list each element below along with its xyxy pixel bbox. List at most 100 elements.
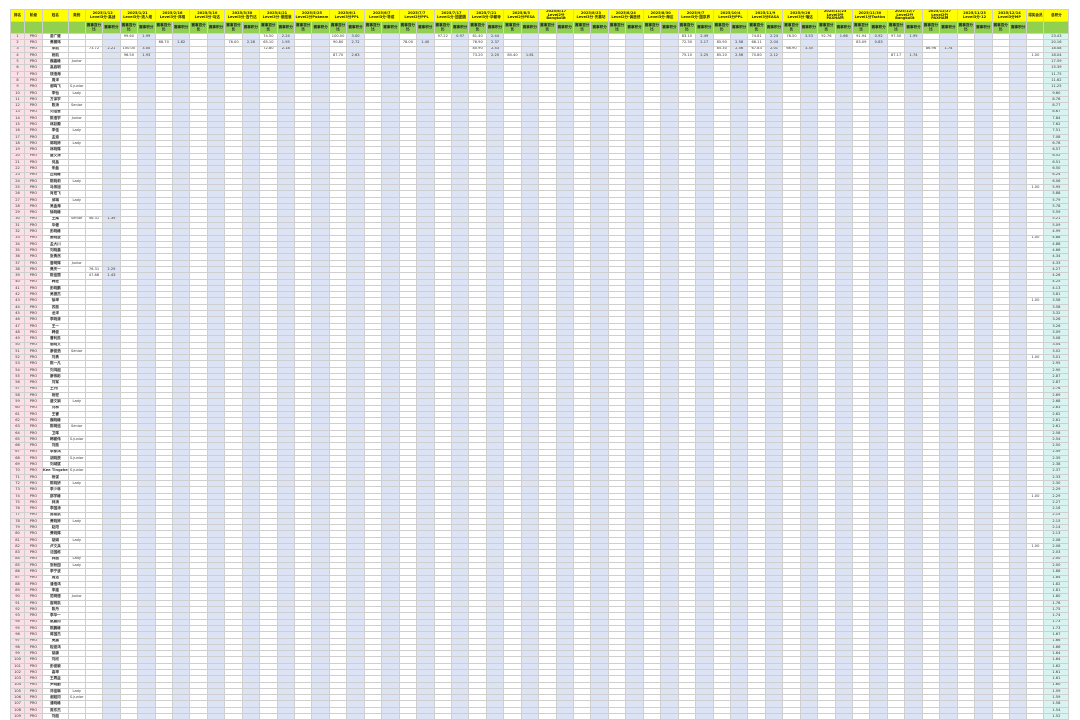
event-score-cell	[171, 272, 191, 280]
subheader-percent: 赛事百分比	[747, 21, 766, 34]
event-percent-cell	[154, 328, 173, 337]
event-name: Level3分·国京界	[681, 14, 711, 19]
event-percent-cell	[154, 284, 173, 293]
event-percent-cell	[189, 64, 208, 72]
event-percent-cell	[224, 77, 243, 85]
event-date: 2025/8/24	[615, 10, 636, 15]
event-percent-cell	[224, 253, 243, 261]
event-percent-cell	[224, 121, 243, 129]
table-row[interactable]: 7 PRO 钱浩海 11.75	[10, 70, 1070, 79]
table-row[interactable]: 15 PRO 林跃腾 7.62	[10, 121, 1070, 129]
event-percent-cell	[224, 108, 243, 116]
event-percent-cell	[224, 70, 243, 79]
table-row[interactable]: 10 PRO 李怡 Lady 9.60	[10, 89, 1070, 97]
event-score-cell	[206, 259, 226, 268]
table-row[interactable]: 47 PRO 王一 3.26	[10, 322, 1070, 330]
event-score-cell	[137, 278, 156, 286]
event-percent-cell	[154, 335, 173, 343]
event-name: Level1分Tactics	[854, 14, 886, 19]
table-row[interactable]: 8 PRO 周洋 11.62	[10, 77, 1070, 85]
event-score-cell	[1008, 354, 1028, 362]
total-score-cell: 15.39	[1043, 64, 1070, 72]
table-row[interactable]: 44 PRO 苏勋 3.58	[10, 303, 1070, 312]
subheader-score: 赛事积分	[1008, 21, 1028, 34]
table-row[interactable]: 48 PRO 韩俊 3.09	[10, 328, 1070, 337]
event-percent-cell	[119, 253, 139, 261]
header-row-subcolumns: 赛事百分比 赛事积分 赛事百分比 赛事积分 赛事百分比 赛事积分 赛事百分比 赛事积分 赛事百分…	[10, 21, 1070, 34]
event-percent-cell	[189, 259, 208, 268]
event-percent-cell	[119, 64, 139, 72]
event-header: 2025/1/21 Level3分·流人塔	[119, 9, 156, 22]
table-row[interactable]: 51 PRO 廖俊浩 Senior 3.02	[10, 347, 1070, 356]
event-score-cell	[1008, 95, 1028, 104]
level-cell: PRO	[24, 102, 43, 110]
table-row[interactable]: 50 PRO 谢晓文 3.04	[10, 341, 1070, 349]
table-row[interactable]: 39 PRO 陈佳丽 47.88 1.43 4.26	[10, 272, 1070, 280]
table-row[interactable]: 13 PRO 刘洁晋 8.67	[10, 108, 1070, 116]
table-row[interactable]: 22 PRO 朱磊 6.50	[10, 165, 1070, 173]
level-cell: PRO	[24, 291, 43, 299]
table-row[interactable]: 49 PRO 曹利民 3.08	[10, 335, 1070, 343]
header-level: 阶级	[24, 9, 43, 22]
event-header: 2025/7/21 Level3分·华都寺	[468, 9, 505, 22]
event-score-cell	[206, 360, 226, 368]
total-score-cell: 11.25	[1043, 83, 1070, 91]
table-row[interactable]: 53 PRO 陈一凡 2.95	[10, 360, 1070, 368]
event-percent-cell	[224, 347, 243, 356]
subheader-score: 赛事积分	[625, 21, 644, 34]
event-score-cell	[137, 354, 156, 362]
table-row[interactable]: 37 PRO 詹明辉 Junior 4.33	[10, 259, 1070, 268]
table-row[interactable]: 36 PRO 张勇然 4.34	[10, 253, 1070, 261]
table-row[interactable]: 52 PRO 刘勇 1.00 3.01	[10, 354, 1070, 362]
event-percent-cell	[224, 354, 243, 362]
total-score-cell: 4.25	[1043, 278, 1070, 286]
table-row[interactable]: 12 PRO 陈涛 Senior 8.77	[10, 102, 1070, 110]
level-cell: PRO	[24, 278, 43, 286]
event-score-cell	[171, 108, 191, 116]
event-score-cell	[137, 360, 156, 368]
event-score-cell	[137, 64, 156, 72]
table-row[interactable]: 14 PRO 陈浩宇 Junior 7.84	[10, 114, 1070, 123]
event-score-cell	[206, 354, 226, 362]
event-percent-cell	[154, 341, 173, 349]
event-score-cell	[206, 114, 226, 123]
level-cell: PRO	[24, 335, 43, 343]
table-row[interactable]: 28 PRO 吴金海 5.78	[10, 202, 1070, 211]
subheader-percent: 赛事百分比	[119, 21, 139, 34]
header-rank: 排名	[10, 9, 25, 22]
table-row[interactable]: 38 PRO 黄庆一 76.31 2.29 4.27	[10, 265, 1070, 274]
event-percent-cell	[224, 272, 243, 280]
event-score-cell	[206, 303, 226, 312]
event-percent-cell	[119, 265, 139, 274]
event-header: 2025/8/3 Level2分PESA	[503, 9, 540, 22]
table-row[interactable]: 16 PRO 李佳 Lady 7.51	[10, 127, 1070, 135]
event-percent-cell	[189, 253, 208, 261]
table-row[interactable]: 9 PRO 谢鸣飞 S.Junior 11.25	[10, 83, 1070, 91]
table-row[interactable]: 6 PRO 高启明 15.39	[10, 64, 1070, 72]
event-date: 2025/12/27	[928, 9, 951, 14]
table-row[interactable]: 43 PRO 徐坤 1.00 3.58	[10, 297, 1070, 305]
event-header: 2025/12/14 Level3分MP	[991, 9, 1028, 22]
table-row[interactable]: 40 PRO 韩宏 4.25	[10, 278, 1070, 286]
event-percent-cell	[189, 70, 208, 79]
event-score-cell	[137, 341, 156, 349]
table-row[interactable]: 19 PRO 林晓辉 6.57	[10, 146, 1070, 154]
event-score-cell	[1008, 303, 1028, 312]
table-row[interactable]: 42 PRO 吴德杰 3.81	[10, 291, 1070, 299]
event-score-cell	[206, 328, 226, 337]
table-row[interactable]: 11 PRO 方泽宇 8.78	[10, 95, 1070, 104]
table-row[interactable]: 45 PRO 龙洋 3.32	[10, 310, 1070, 318]
event-percent-cell	[189, 347, 208, 356]
subheader-percent: 赛事百分比	[817, 21, 836, 34]
event-score-cell	[171, 297, 191, 305]
event-header: 2025/12/27 Level2分PAXHAM	[921, 9, 958, 22]
level-cell: PRO	[24, 108, 43, 116]
event-percent-cell	[154, 347, 173, 356]
header-blank	[1043, 21, 1070, 34]
table-row[interactable]: 46 PRO 李晓清 3.26	[10, 316, 1070, 324]
event-percent-cell	[119, 291, 139, 299]
total-score-cell: 3.26	[1043, 316, 1070, 324]
table-row[interactable]: 41 PRO 彭晓鹏 4.13	[10, 284, 1070, 293]
event-score-cell	[137, 108, 156, 116]
event-header: 2025/2/16 Level3分·洋相	[154, 9, 191, 22]
